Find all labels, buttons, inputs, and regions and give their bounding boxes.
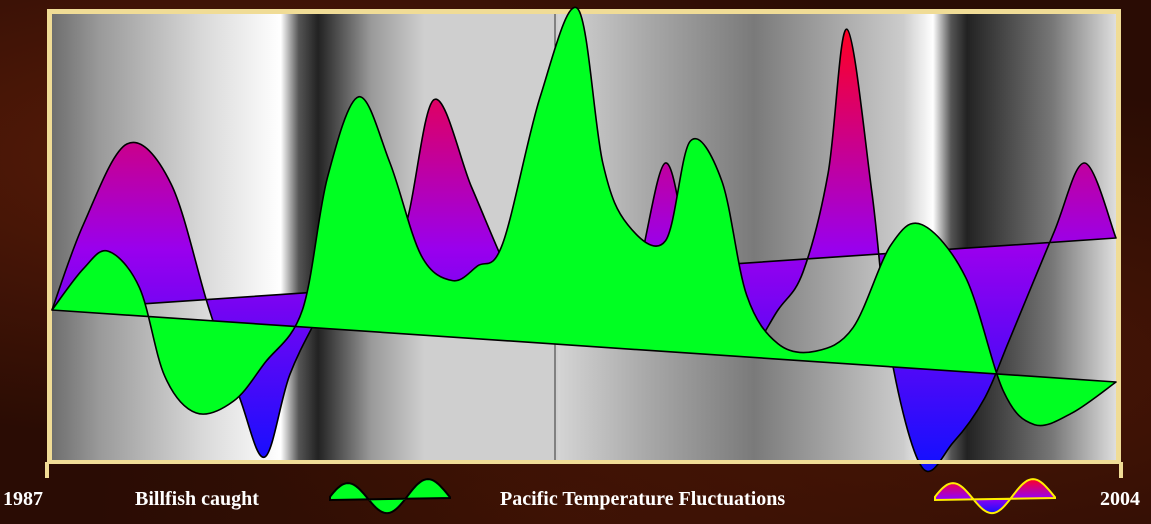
legend-billfish-label: Billfish caught [135, 488, 259, 510]
x-axis-start-label: 1987 [3, 488, 43, 510]
billfish-series-area [51, 6, 1117, 427]
legend-temperature-label: Pacific Temperature Fluctuations [500, 488, 786, 510]
legend-billfish-icon [329, 478, 451, 515]
legend-wave-shape [934, 478, 1056, 515]
x-axis-end-label: 2004 [1100, 488, 1140, 510]
legend-temperature-icon [934, 478, 1056, 515]
legend-wave-shape [329, 478, 451, 515]
